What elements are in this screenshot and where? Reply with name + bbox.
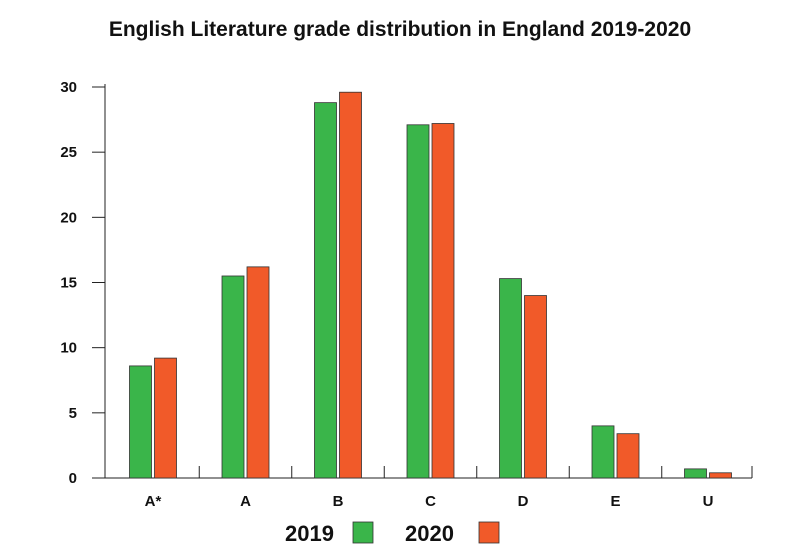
bar-2020-2 <box>339 91 362 479</box>
bar-2019-3 <box>406 124 430 479</box>
bar-2019-1 <box>221 275 245 479</box>
legend-swatch-2019 <box>352 521 374 544</box>
x-tick-label: B <box>333 493 344 510</box>
bar-2020-3 <box>431 123 455 479</box>
legend-swatch-2020 <box>478 521 500 544</box>
bar-2020-4 <box>524 295 547 479</box>
y-tick-label: 15 <box>60 275 77 292</box>
y-tick-label: 30 <box>60 79 77 96</box>
bar-2019-0 <box>129 365 152 479</box>
legend-label-2020: 2020 <box>405 521 454 546</box>
y-tick-label: 20 <box>60 209 77 226</box>
bar-2020-5 <box>616 433 640 479</box>
x-tick-label: E <box>610 493 620 510</box>
bar-2019-2 <box>314 102 337 479</box>
x-tick-label: A <box>240 493 251 510</box>
x-tick-label: D <box>518 493 529 510</box>
y-tick-label: 25 <box>60 144 77 161</box>
bar-2019-6 <box>684 468 707 479</box>
legend-label-2019: 2019 <box>285 521 334 546</box>
chart-title: English Literature grade distribution in… <box>108 18 692 41</box>
bar-2020-0 <box>154 357 177 479</box>
bar-2020-6 <box>709 472 732 479</box>
y-tick-label: 5 <box>69 405 77 422</box>
x-tick-label: C <box>425 493 436 510</box>
bar-2020-1 <box>246 266 270 479</box>
y-tick-label: 0 <box>69 470 77 487</box>
bar-2019-5 <box>591 425 615 479</box>
x-tick-label: U <box>703 493 714 510</box>
x-tick-label: A* <box>145 493 162 510</box>
y-tick-label: 10 <box>60 340 77 357</box>
bar-2019-4 <box>499 278 522 479</box>
